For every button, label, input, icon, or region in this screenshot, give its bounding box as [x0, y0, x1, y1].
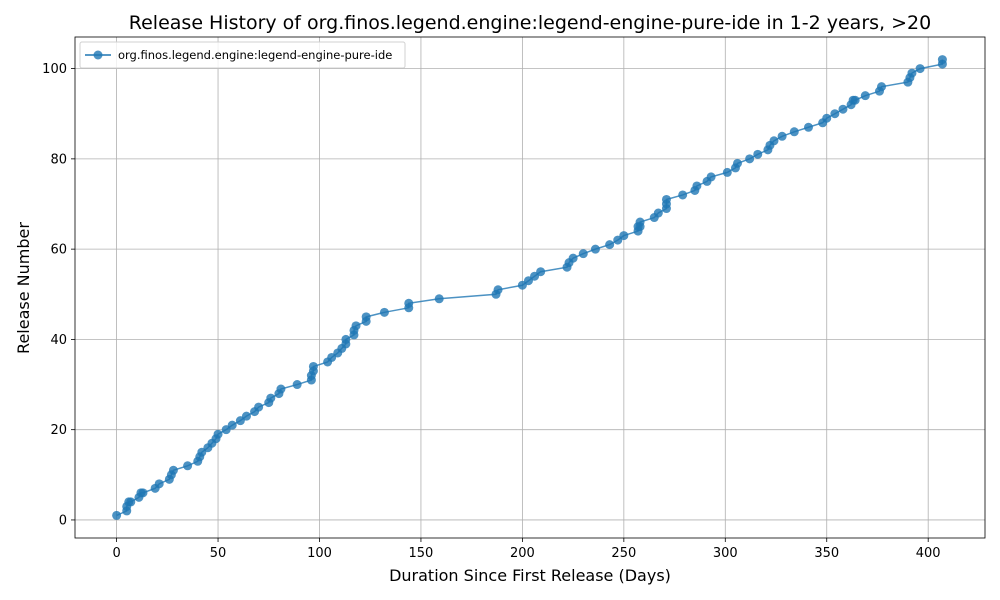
x-tick-label: 100 — [307, 546, 332, 561]
plot-frame — [74, 36, 986, 539]
y-tick-label: 60 — [50, 243, 67, 258]
data-point — [745, 154, 755, 164]
data-point — [860, 91, 870, 101]
data-point — [254, 402, 264, 412]
y-tick-label: 40 — [50, 333, 67, 348]
x-tick-label: 300 — [713, 546, 738, 561]
data-point — [266, 393, 276, 403]
data-point — [915, 64, 925, 74]
data-point — [907, 68, 917, 78]
data-point — [822, 113, 832, 123]
data-point — [619, 231, 629, 241]
data-point — [341, 334, 351, 344]
series-lines — [116, 59, 944, 517]
grid — [75, 37, 985, 538]
data-point — [292, 380, 302, 390]
data-point — [568, 253, 578, 263]
data-point — [692, 181, 702, 191]
data-point — [830, 109, 840, 119]
x-tick-label: 200 — [510, 546, 535, 561]
data-point — [536, 267, 546, 277]
data-point — [937, 55, 947, 65]
y-axis-label: Release Number — [14, 222, 33, 354]
data-point — [404, 298, 414, 308]
y-tick-label: 0 — [59, 513, 67, 528]
data-point — [138, 488, 148, 498]
series-line — [116, 59, 944, 517]
data-points — [112, 55, 947, 520]
data-point — [213, 429, 223, 439]
data-point — [241, 411, 251, 421]
data-point — [777, 131, 787, 141]
data-point — [361, 312, 371, 322]
x-tick-label: 50 — [210, 546, 227, 561]
data-point — [661, 194, 671, 204]
data-point — [605, 240, 615, 250]
x-tick-label: 400 — [916, 546, 941, 561]
chart-title: Release History of org.finos.legend.engi… — [129, 12, 931, 34]
x-axis-label: Duration Since First Release (Days) — [389, 566, 671, 585]
data-point — [183, 461, 193, 471]
data-point — [578, 249, 588, 259]
data-point — [653, 208, 663, 218]
legend-label: org.finos.legend.engine:legend-engine-pu… — [118, 48, 392, 62]
data-point — [379, 307, 389, 317]
y-tick-label: 20 — [50, 423, 67, 438]
data-point — [850, 95, 860, 105]
data-point — [877, 82, 887, 92]
data-point — [351, 321, 361, 331]
data-point — [126, 497, 136, 507]
data-point — [112, 510, 122, 520]
legend: org.finos.legend.engine:legend-engine-pu… — [79, 41, 406, 69]
data-point — [434, 294, 444, 304]
data-point — [590, 244, 600, 254]
data-point — [803, 122, 813, 132]
legend-marker-swatch — [93, 50, 103, 60]
x-tick-label: 0 — [112, 546, 120, 561]
y-tick-label: 100 — [42, 62, 67, 77]
data-point — [308, 361, 318, 371]
data-point — [789, 127, 799, 137]
data-point — [838, 104, 848, 114]
axis-ticks: 0 50 100 150 200 250 300 350 400 0 20 40 60 80 100 — [42, 62, 940, 561]
data-point — [154, 479, 164, 489]
data-point — [168, 465, 178, 475]
x-tick-label: 250 — [611, 546, 636, 561]
data-point — [227, 420, 237, 430]
data-point — [635, 217, 645, 227]
data-point — [753, 149, 763, 159]
y-tick-label: 80 — [50, 152, 67, 167]
data-point — [678, 190, 688, 200]
data-point — [706, 172, 716, 182]
data-point — [276, 384, 286, 394]
data-point — [769, 136, 779, 146]
data-point — [722, 167, 732, 177]
data-point — [493, 285, 503, 295]
x-tick-label: 350 — [814, 546, 839, 561]
data-point — [732, 158, 742, 168]
x-tick-label: 150 — [409, 546, 434, 561]
legend-box — [79, 41, 406, 69]
